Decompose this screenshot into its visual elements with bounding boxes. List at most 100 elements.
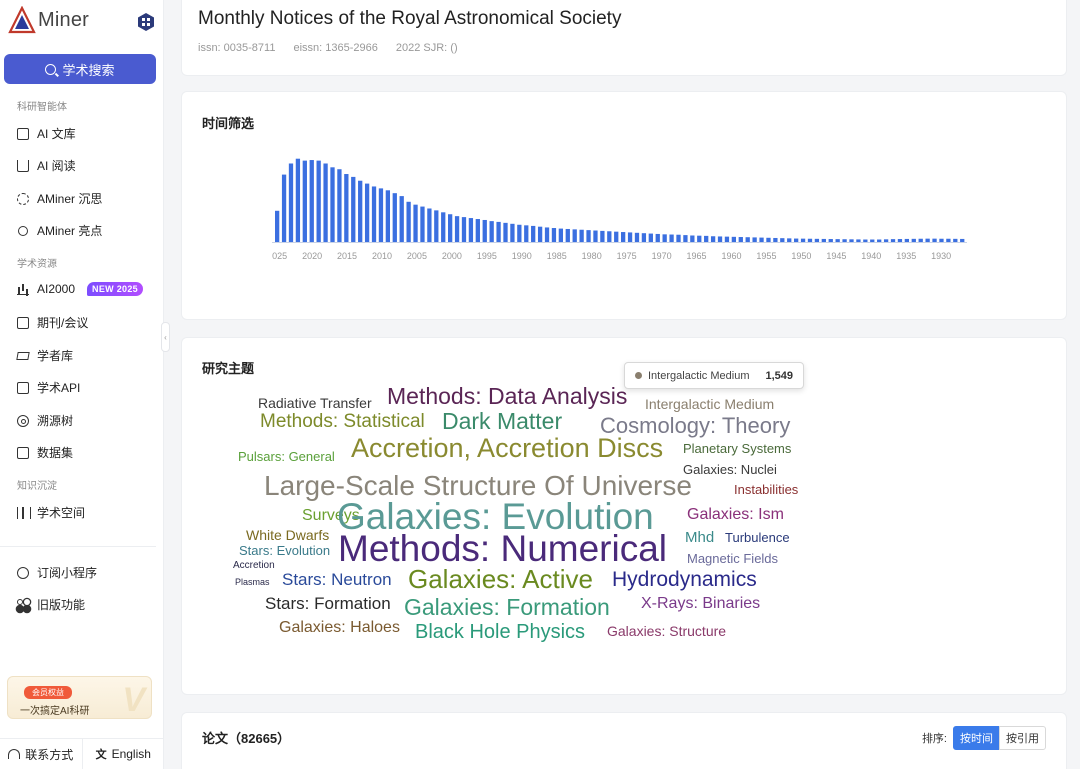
year-bar[interactable] <box>337 169 342 242</box>
topic-word[interactable]: Turbulence <box>725 530 790 545</box>
topic-word[interactable]: Black Hole Physics <box>415 621 586 643</box>
year-bar[interactable] <box>406 201 411 242</box>
year-bar[interactable] <box>794 238 799 242</box>
year-bar[interactable] <box>960 238 965 242</box>
topic-word[interactable]: Plasmas <box>235 577 270 587</box>
year-bar[interactable] <box>835 239 840 242</box>
year-bar[interactable] <box>600 230 605 242</box>
year-bar[interactable] <box>759 237 764 242</box>
year-bar[interactable] <box>281 174 287 242</box>
sidebar-item-trace-tree[interactable]: 溯源树 <box>17 412 73 429</box>
year-bar[interactable] <box>800 238 806 242</box>
year-bar[interactable] <box>579 229 584 242</box>
avatar-icon[interactable] <box>136 12 156 32</box>
year-bar[interactable] <box>496 221 501 242</box>
topic-word[interactable]: Cosmology: Theory <box>600 413 791 438</box>
year-bar[interactable] <box>821 238 826 242</box>
year-bar[interactable] <box>842 239 847 242</box>
year-bar[interactable] <box>593 230 598 242</box>
year-bar[interactable] <box>925 238 930 242</box>
year-bar[interactable] <box>614 231 619 242</box>
year-bar[interactable] <box>870 239 875 242</box>
year-bar[interactable] <box>524 225 529 242</box>
year-bar[interactable] <box>316 160 321 242</box>
topic-word[interactable]: Galaxies: Structure <box>607 623 727 639</box>
year-bar[interactable] <box>676 234 681 242</box>
topic-word[interactable]: Instabilities <box>734 482 799 497</box>
year-bar[interactable] <box>766 237 771 242</box>
topic-word[interactable]: Pulsars: General <box>238 449 335 464</box>
year-bar[interactable] <box>731 236 737 242</box>
year-bar[interactable] <box>814 238 820 242</box>
year-bar[interactable] <box>683 235 688 242</box>
sidebar-item-datasets[interactable]: 数据集 <box>17 444 73 461</box>
year-bar[interactable] <box>911 238 916 242</box>
sort-by-citation-button[interactable]: 按引用 <box>999 726 1046 750</box>
membership-promo-banner[interactable]: V 会员权益 一次搞定AI科研 <box>7 676 152 719</box>
year-bar[interactable] <box>448 214 453 242</box>
year-bar[interactable] <box>648 233 653 242</box>
sidebar-item-aminer-highlights[interactable]: AMiner 亮点 <box>17 222 102 239</box>
year-bar[interactable] <box>904 238 910 242</box>
year-bar[interactable] <box>537 226 543 242</box>
sidebar-item-api[interactable]: 学术API <box>17 379 80 396</box>
year-bar[interactable] <box>572 229 577 242</box>
year-bar[interactable] <box>392 193 397 242</box>
year-bar[interactable] <box>724 236 730 242</box>
sidebar-item-ai-reading[interactable]: AI 阅读 <box>17 157 76 174</box>
topic-word[interactable]: Large-Scale Structure Of Universe <box>264 470 692 501</box>
year-bar[interactable] <box>531 225 536 242</box>
sidebar-item-legacy[interactable]: 旧版功能 <box>17 596 85 613</box>
year-bar[interactable] <box>344 174 349 242</box>
year-bar[interactable] <box>378 188 384 242</box>
sidebar-item-academic-space[interactable]: 学术空间 <box>17 504 85 521</box>
topic-word[interactable]: Galaxies: Ism <box>687 506 784 523</box>
topic-word[interactable]: Stars: Formation <box>265 594 391 613</box>
year-bar[interactable] <box>371 186 377 242</box>
year-bar[interactable] <box>461 217 467 242</box>
year-bar[interactable] <box>877 239 882 242</box>
year-bar[interactable] <box>863 239 868 242</box>
topic-word[interactable]: Mhd <box>685 529 715 546</box>
topic-word[interactable]: Surveys <box>302 507 360 524</box>
topic-word[interactable]: Methods: Numerical <box>338 528 668 569</box>
year-bar[interactable] <box>420 206 425 242</box>
year-bar[interactable] <box>351 176 356 242</box>
topic-word[interactable]: Galaxies: Nuclei <box>683 462 777 477</box>
sidebar-item-scholars[interactable]: 学者库 <box>17 347 73 364</box>
year-bar[interactable] <box>489 221 494 242</box>
year-bar[interactable] <box>330 167 335 242</box>
year-bar[interactable] <box>621 232 626 242</box>
topic-word[interactable]: Planetary Systems <box>683 441 792 456</box>
year-bar-chart[interactable]: 2025 2020 2015 2010 2005 2000 1995 1990 1985 1980… <box>272 152 972 272</box>
topic-word[interactable]: Stars: Neutron <box>282 570 392 589</box>
year-bar[interactable] <box>946 238 951 242</box>
topic-word[interactable]: Radiative Transfer <box>258 395 372 411</box>
topic-word[interactable]: X-Rays: Binaries <box>641 595 761 612</box>
academic-search-button[interactable]: 学术搜索 <box>4 54 156 84</box>
contact-button[interactable]: 联系方式 <box>0 739 82 769</box>
year-bar[interactable] <box>752 237 757 242</box>
topic-word[interactable]: Methods: Statistical <box>260 411 425 432</box>
year-bar[interactable] <box>918 238 923 242</box>
year-bar[interactable] <box>510 223 515 242</box>
year-bar[interactable] <box>856 239 861 242</box>
year-bar[interactable] <box>454 216 460 242</box>
topic-word[interactable]: Stars: Evolution <box>239 543 331 558</box>
year-bar[interactable] <box>302 160 307 242</box>
year-bar[interactable] <box>503 222 508 242</box>
year-bar[interactable] <box>358 180 363 242</box>
year-bar[interactable] <box>690 235 695 242</box>
year-bar[interactable] <box>586 230 591 242</box>
topic-word[interactable]: Methods: Data Analysis <box>387 383 628 409</box>
year-bar[interactable] <box>427 208 432 242</box>
topic-word[interactable]: White Dwarfs <box>246 527 330 543</box>
year-bar[interactable] <box>441 212 446 242</box>
year-bar[interactable] <box>399 196 404 242</box>
year-bar[interactable] <box>517 224 522 242</box>
year-bar[interactable] <box>780 238 785 242</box>
year-bar[interactable] <box>413 204 418 242</box>
year-bar[interactable] <box>953 238 958 242</box>
year-bar[interactable] <box>704 235 709 242</box>
topic-word[interactable]: Accretion, Accretion Discs <box>351 433 664 463</box>
